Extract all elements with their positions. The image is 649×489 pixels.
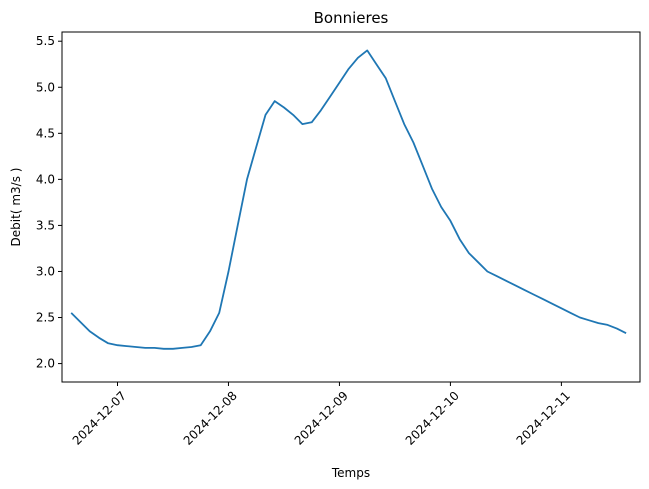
x-tick-label: 2024-12-07	[70, 389, 129, 448]
chart-title: Bonnieres	[314, 9, 389, 27]
y-tick-label: 2.0	[36, 357, 55, 371]
x-tick-label: 2024-12-10	[403, 389, 462, 448]
y-tick-label: 3.0	[36, 264, 55, 278]
x-tick-label: 2024-12-11	[514, 389, 573, 448]
x-axis-label: Temps	[331, 466, 370, 480]
y-tick-label: 5.5	[36, 34, 55, 48]
y-tick-label: 5.0	[36, 80, 55, 94]
y-tick-label: 2.5	[36, 311, 55, 325]
plot-frame	[61, 31, 641, 383]
y-tick-label: 3.5	[36, 218, 55, 232]
series-line	[70, 49, 627, 350]
y-tick-label: 4.0	[36, 172, 55, 186]
series-layer	[70, 49, 627, 350]
x-tick-label: 2024-12-08	[181, 389, 240, 448]
plot-area	[62, 32, 640, 382]
x-tick-label: 2024-12-09	[292, 389, 351, 448]
y-axis-label: Debit( m3/s )	[9, 168, 23, 247]
y-tick-label: 4.5	[36, 126, 55, 140]
